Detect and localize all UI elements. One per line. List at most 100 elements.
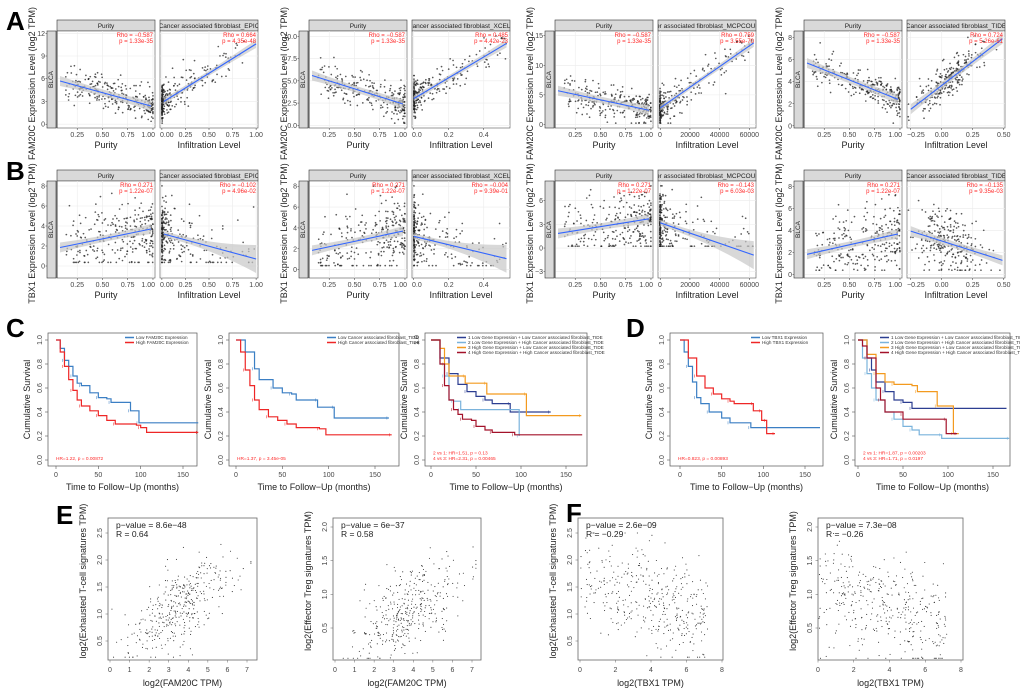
data-point: [564, 223, 566, 225]
data-point: [166, 559, 169, 561]
data-point: [686, 238, 688, 241]
data-point: [109, 261, 112, 264]
data-point: [942, 247, 944, 249]
y-tick-label: 2: [788, 101, 792, 108]
data-point: [166, 89, 169, 92]
data-point: [96, 249, 98, 252]
data-point: [636, 225, 639, 228]
data-point: [434, 228, 437, 230]
data-point: [818, 233, 820, 235]
data-point: [661, 203, 663, 206]
data-point: [162, 238, 165, 241]
data-point: [180, 244, 183, 246]
data-point: [674, 77, 677, 80]
data-point: [660, 234, 663, 237]
p-value-label: p = 1.22e-07: [866, 189, 901, 195]
data-point: [173, 76, 176, 79]
data-point: [399, 111, 401, 114]
data-point: [117, 85, 120, 88]
data-point: [167, 261, 170, 264]
data-point: [96, 84, 99, 86]
data-point: [151, 91, 154, 94]
data-point: [416, 106, 419, 109]
data-point: [962, 229, 965, 232]
data-point: [419, 89, 422, 92]
data-point: [403, 106, 406, 109]
data-point: [625, 99, 628, 102]
data-point: [610, 93, 613, 96]
data-point: [111, 221, 113, 224]
data-point: [862, 257, 865, 260]
data-point: [894, 77, 897, 80]
data-point: [946, 225, 949, 228]
data-point: [349, 215, 351, 218]
data-point: [816, 78, 818, 81]
data-point: [403, 239, 406, 242]
data-point: [896, 86, 899, 89]
data-point: [688, 81, 691, 84]
data-point: [611, 95, 613, 97]
data-point: [404, 221, 406, 223]
data-point: [398, 223, 400, 226]
data-point: [649, 230, 652, 233]
data-point: [129, 107, 132, 110]
data-point: [424, 245, 427, 248]
y-tick-label: 0: [788, 123, 792, 130]
data-point: [893, 91, 895, 94]
data-point: [90, 228, 92, 230]
y-tick-label: 0.6: [37, 383, 44, 393]
data-point: [660, 195, 663, 198]
y-axis-label: FAM20C Expression Level (log2 TPM): [525, 7, 535, 160]
data-point: [431, 264, 434, 267]
x-tick-label: 0.25: [568, 132, 582, 139]
data-point: [346, 225, 349, 228]
strip-blca: [544, 30, 555, 129]
data-point: [884, 214, 887, 217]
data-point: [936, 68, 939, 71]
data-point: [621, 86, 624, 88]
data-point: [604, 114, 607, 117]
rho-label: Rho = −0.143: [718, 183, 755, 189]
data-point: [167, 111, 170, 114]
data-point: [127, 202, 129, 205]
data-point: [936, 93, 938, 95]
data-point: [343, 92, 346, 95]
data-point: [834, 215, 837, 218]
data-point: [145, 97, 147, 99]
data-point: [333, 249, 336, 252]
data-point: [868, 76, 870, 79]
data-point: [135, 84, 137, 87]
data-point: [427, 97, 430, 99]
data-point: [147, 219, 150, 222]
data-point: [346, 226, 349, 229]
rho-label: Rho = −0.587: [117, 33, 154, 39]
data-point: [98, 96, 100, 98]
y-tick-label: 6: [41, 204, 45, 211]
data-point: [200, 593, 203, 595]
data-point: [659, 232, 662, 235]
data-point: [814, 71, 817, 73]
x-tick-label: −0.25: [907, 282, 925, 289]
data-point: [865, 200, 868, 203]
data-point: [231, 261, 234, 264]
data-point: [171, 104, 174, 107]
data-point: [140, 202, 143, 205]
data-point: [659, 121, 661, 124]
data-point: [685, 222, 688, 225]
data-point: [376, 243, 379, 246]
data-point: [885, 254, 888, 257]
data-point: [420, 104, 423, 106]
data-point: [161, 205, 163, 208]
x-tick-label: 0.75: [373, 132, 387, 139]
data-point: [483, 36, 485, 39]
p-value-label: p = 1.33e-35: [866, 39, 901, 45]
data-point: [334, 65, 337, 68]
y-axis-label: TBX1 Expression Level (log2 TPM): [774, 163, 784, 303]
data-point: [896, 112, 899, 115]
data-point: [949, 209, 952, 212]
x-axis-label: Time to Follow−Up (months): [690, 482, 803, 492]
data-point: [955, 52, 958, 55]
data-point: [92, 245, 95, 247]
data-point: [668, 91, 671, 93]
data-point: [252, 206, 255, 208]
